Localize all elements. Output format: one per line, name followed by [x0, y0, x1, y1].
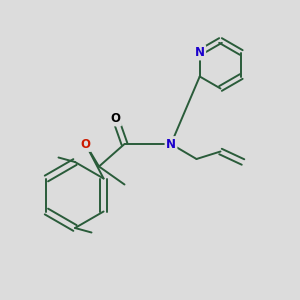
Text: O: O — [110, 112, 121, 125]
Text: N: N — [166, 137, 176, 151]
Text: N: N — [195, 46, 205, 59]
Text: O: O — [80, 137, 91, 151]
